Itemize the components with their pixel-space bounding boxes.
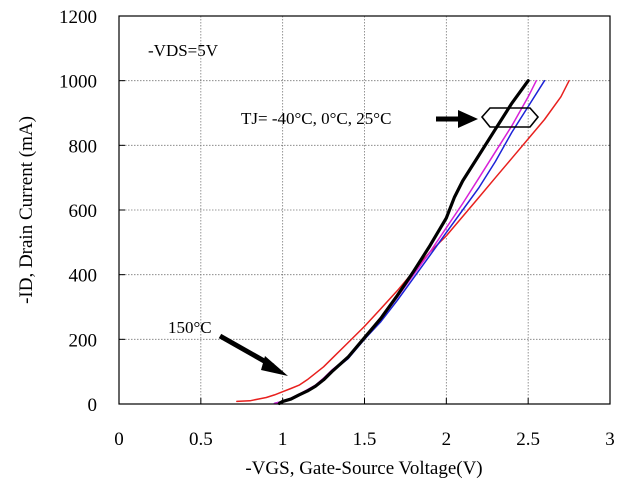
condition-label: -VDS=5V: [148, 41, 219, 60]
x-tick-label: 2: [442, 429, 452, 450]
curve-group-marker: [480, 107, 540, 128]
hot-temperature-label: 150°C: [168, 318, 212, 337]
y-tick-label: 0: [88, 395, 98, 416]
series-line-3: [277, 79, 530, 405]
y-axis-title: -ID, Drain Current (mA): [16, 116, 37, 304]
y-tick-label: 1200: [59, 7, 97, 28]
x-axis-title: -VGS, Gate-Source Voltage(V): [245, 458, 482, 479]
y-tick-label: 800: [69, 136, 98, 157]
hot-temperature-arrow: [218, 333, 288, 376]
x-tick-label: 1.5: [353, 429, 377, 450]
series-line-0: [236, 79, 570, 403]
y-tick-label: 400: [69, 266, 98, 287]
series-layer: [236, 79, 570, 405]
temperature-arrow: [436, 110, 478, 128]
x-tick-label: 3: [605, 429, 615, 450]
temperature-label: TJ= -40°C, 0°C, 25°C: [241, 109, 391, 128]
hot-arrow-head: [261, 356, 288, 376]
y-tick-label: 600: [69, 201, 98, 222]
y-tick-label: 200: [69, 330, 98, 351]
x-tick-label: 0.5: [189, 429, 213, 450]
x-tick-label: 1: [278, 429, 288, 450]
temperature-arrow-head: [458, 110, 478, 128]
axis-ticks: 0 0.5 1 1.5 2 2.5 3 0 200 400 600 800 1000 1200: [59, 7, 615, 450]
y-tick-label: 1000: [59, 72, 97, 93]
x-tick-label: 2.5: [516, 429, 540, 450]
x-tick-label: 0: [114, 429, 124, 450]
